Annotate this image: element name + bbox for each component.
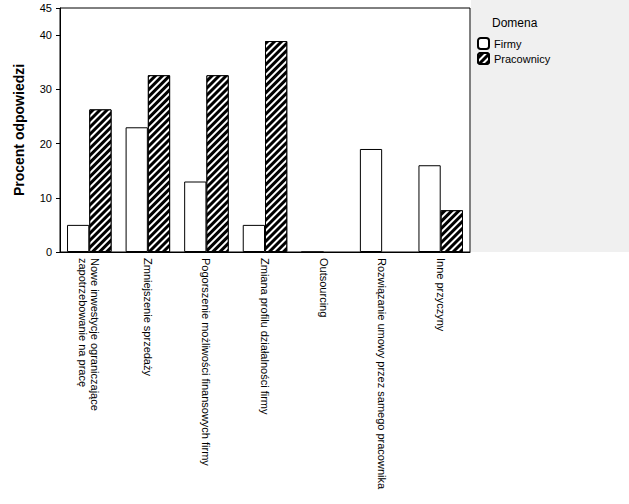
svg-text:Pogorszenie możliwości finanso: Pogorszenie możliwości finansowych firmy (200, 258, 212, 466)
svg-text:Outsourcing: Outsourcing (318, 258, 330, 317)
svg-text:Zmniejszenie sprzedaży: Zmniejszenie sprzedaży (142, 258, 154, 376)
svg-text:zapotrzebowanie na pracę: zapotrzebowanie na pracę (77, 258, 89, 387)
svg-text:Domena: Domena (492, 16, 538, 30)
svg-text:40: 40 (40, 29, 52, 41)
svg-text:Nowe inwestycje ograniczające: Nowe inwestycje ograniczające (89, 258, 101, 411)
svg-text:Zmiana profilu działalności fi: Zmiana profilu działalności firmy (259, 258, 271, 415)
svg-text:10: 10 (40, 192, 52, 204)
svg-text:0: 0 (46, 246, 52, 258)
svg-text:20: 20 (40, 138, 52, 150)
svg-text:45: 45 (40, 2, 52, 14)
svg-text:Procent odpowiedzi: Procent odpowiedzi (11, 64, 27, 196)
svg-text:Firmy: Firmy (494, 38, 522, 50)
svg-text:30: 30 (40, 83, 52, 95)
svg-text:Pracownicy: Pracownicy (494, 53, 551, 65)
svg-text:Inne przyczyny: Inne przyczyny (435, 258, 447, 332)
svg-text:Rozwiązanie umowy przez samego: Rozwiązanie umowy przez samego pracownik… (376, 258, 388, 490)
